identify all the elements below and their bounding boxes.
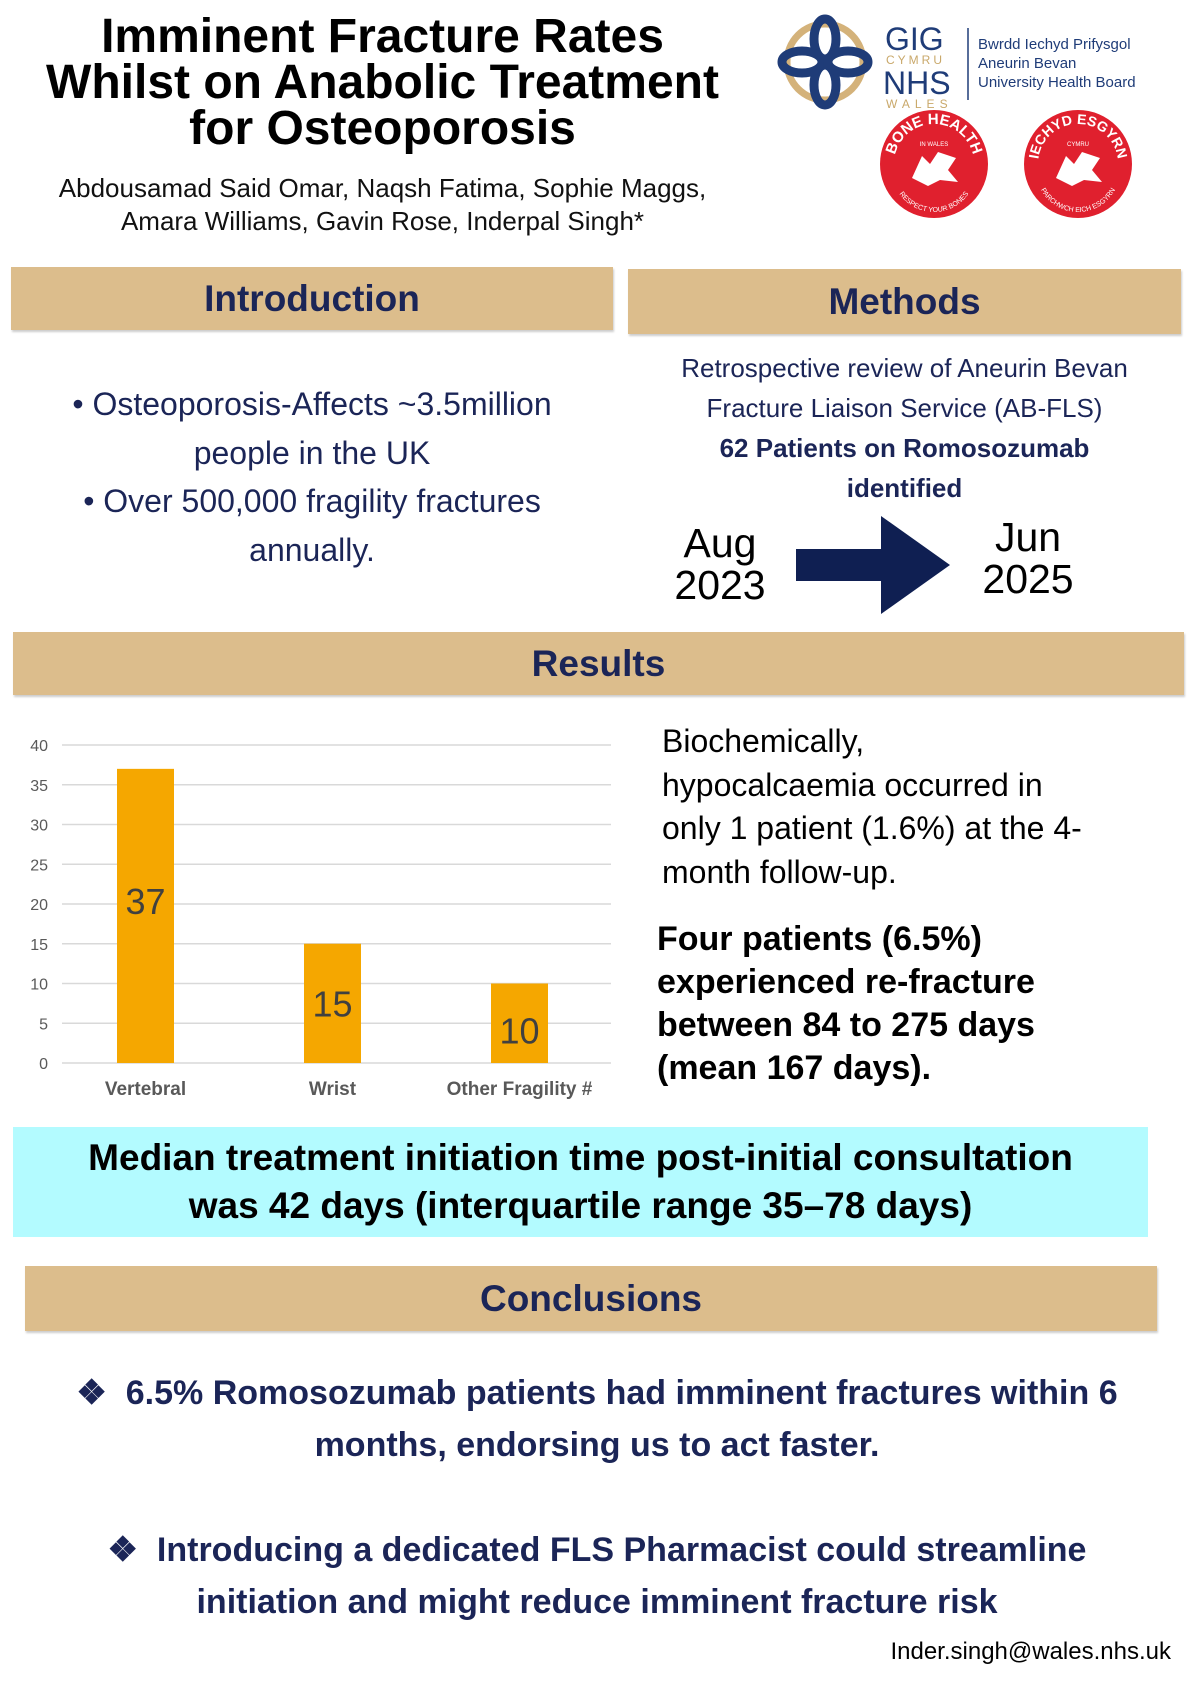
y-tick-label: 40 [30,738,48,755]
refracture-text: Four patients (6.5%) experienced re-frac… [657,918,1177,1090]
conclusion-line: Introducing a dedicated FLS Pharmacist c… [156,1531,1087,1569]
conclusion-item: ❖ Introducing a dedicated FLS Pharmacist… [10,1524,1184,1628]
poster-title: Imminent Fracture Rates Whilst on Anabol… [0,10,765,155]
results-line: hypocalcaemia occurred in [662,766,1043,803]
results-line: Biochemically, [662,723,865,759]
logo-text: WALES [886,97,953,111]
methods-line: Fracture Liaison Service (AB-FLS) [706,393,1103,423]
x-tick-label: Wrist [309,1079,357,1100]
y-tick-label: 0 [39,1056,48,1073]
results-bold-line: experienced re-fracture [657,963,1035,1001]
results-line: month follow-up. [662,853,897,890]
methods-heading: Methods [628,269,1181,334]
authors-line: Amara Williams, Gavin Rose, Inderpal Sin… [120,206,645,236]
dragon-icon [912,152,958,186]
end-year: 2025 [982,556,1074,602]
logo-text: GIG [885,21,944,57]
highlight-line: Median treatment initiation time post-in… [88,1137,1073,1178]
conclusion-line: months, endorsing us to act faster. [314,1426,880,1464]
y-tick-label: 30 [30,818,48,835]
fracture-bar-chart: 0 5 10 15 20 25 30 35 40 37 Vertebral 15 Wrist 10 Othe… [30,738,611,1100]
logo-text: Aneurin Bevan [978,55,1076,72]
conclusion-line: initiation and might reduce imminent fra… [196,1583,998,1621]
x-tick-label: Other Fragility # [447,1079,593,1100]
svg-text:IN WALES: IN WALES [920,142,948,148]
data-label: 10 [499,1010,539,1051]
intro-line: • Over 500,000 fragility fractures [83,483,541,519]
results-bold-line: (mean 167 days). [657,1049,932,1087]
results-heading: Results [13,632,1184,695]
title-line: Whilst on Anabolic Treatment [46,56,719,109]
authors-line: Abdousamad Said Omar, Naqsh Fatima, Soph… [58,173,707,203]
results-line: only 1 patient (1.6%) at the 4- [662,810,1082,846]
arrow-right-icon [796,516,950,614]
y-tick-label: 10 [30,977,48,994]
authors: Abdousamad Said Omar, Naqsh Fatima, Soph… [0,172,765,238]
results-bold-line: Four patients (6.5%) [657,920,982,958]
dragon-icon [1056,152,1102,186]
four-diamond-bullet-icon: ❖ [76,1374,126,1412]
logo-text: University Health Board [978,74,1136,91]
title-line: Imminent Fracture Rates [101,10,664,63]
highlight-line: was 42 days (interquartile range 35–78 d… [188,1185,973,1226]
logo-text: NHS [883,65,951,101]
y-tick-label: 5 [39,1016,48,1033]
start-year: 2023 [674,562,766,608]
start-date: Aug 2023 [645,522,795,606]
logo-text: CYMRU [886,53,945,67]
y-tick-label: 25 [30,857,48,874]
bar [491,983,548,1063]
introduction-text: • Osteoporosis-Affects ~3.5million peopl… [11,380,613,574]
conclusions-heading: Conclusions [25,1266,1157,1331]
introduction-heading: Introduction [11,267,613,330]
median-time-highlight: Median treatment initiation time post-in… [13,1127,1148,1237]
start-month: Aug [683,520,757,566]
iechyd-esgyrn-cymru-logo: IECHYD ESGYRN CYMRU PARCHWCH EICH ESGYRN [1024,110,1132,218]
end-month: Jun [994,514,1062,560]
end-date: Jun 2025 [953,516,1103,600]
svg-text:CYMRU: CYMRU [1067,142,1089,148]
y-tick-label: 15 [30,937,48,954]
conclusion-line: 6.5% Romosozumab patients had imminent f… [125,1374,1118,1412]
intro-line: • Osteoporosis-Affects ~3.5million [72,386,552,422]
data-label: 15 [312,983,352,1024]
bone-health-in-wales-logo: BONE HEALTH IN WALES RESPECT YOUR BONES [880,110,988,218]
title-line: for Osteoporosis [189,102,576,155]
methods-line: Retrospective review of Aneurin Bevan [681,353,1128,383]
x-tick-label: Vertebral [105,1079,186,1100]
y-tick-label: 35 [30,778,48,795]
conclusion-item: ❖ 6.5% Romosozumab patients had imminent… [10,1367,1184,1471]
bar [117,768,174,1063]
nhs-aneurin-bevan-logo: GIG CYMRU NHS WALES Bwrdd Iechyd Prifysg… [777,14,1136,111]
methods-bold-line: identified [846,473,963,503]
methods-text: Retrospective review of Aneurin Bevan Fr… [628,348,1181,508]
intro-line: people in the UK [193,434,431,471]
y-tick-label: 20 [30,897,48,914]
intro-line: annually. [249,531,375,568]
results-bold-line: between 84 to 275 days [657,1006,1035,1044]
contact-email[interactable]: Inder.singh@wales.nhs.uk [890,1638,1171,1665]
biochemistry-text: Biochemically, hypocalcaemia occurred in… [662,720,1182,894]
four-diamond-bullet-icon: ❖ [107,1531,157,1569]
logo-text: Bwrdd Iechyd Prifysgol [978,36,1131,53]
methods-bold-line: 62 Patients on Romosozumab [719,433,1090,463]
bar [304,943,361,1063]
data-label: 37 [125,881,165,922]
